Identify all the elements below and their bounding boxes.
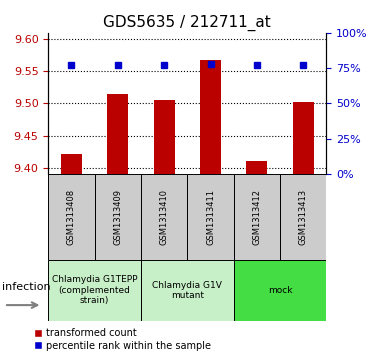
Bar [107, 94, 128, 174]
Text: GSM1313411: GSM1313411 [206, 189, 215, 245]
Text: GSM1313413: GSM1313413 [299, 189, 308, 245]
Bar [141, 174, 187, 260]
Bar [61, 154, 82, 174]
Bar [246, 162, 267, 174]
Text: GSM1313408: GSM1313408 [67, 189, 76, 245]
Text: GSM1313409: GSM1313409 [113, 189, 122, 245]
Text: Chlamydia G1V
mutant: Chlamydia G1V mutant [152, 281, 222, 300]
Bar [280, 174, 326, 260]
Text: infection: infection [2, 282, 50, 292]
Bar [187, 174, 234, 260]
Title: GDS5635 / 212711_at: GDS5635 / 212711_at [104, 15, 271, 31]
Bar [234, 174, 280, 260]
Bar [48, 260, 141, 321]
Bar [141, 260, 234, 321]
Bar [200, 60, 221, 174]
Text: mock: mock [268, 286, 292, 295]
Bar [95, 174, 141, 260]
Bar [293, 102, 314, 174]
Text: Chlamydia G1TEPP
(complemented
strain): Chlamydia G1TEPP (complemented strain) [52, 276, 137, 305]
Bar [234, 260, 326, 321]
Legend: transformed count, percentile rank within the sample: transformed count, percentile rank withi… [35, 328, 211, 351]
Bar [48, 174, 95, 260]
Bar [154, 100, 175, 174]
Text: GSM1313410: GSM1313410 [160, 189, 169, 245]
Text: GSM1313412: GSM1313412 [252, 189, 262, 245]
